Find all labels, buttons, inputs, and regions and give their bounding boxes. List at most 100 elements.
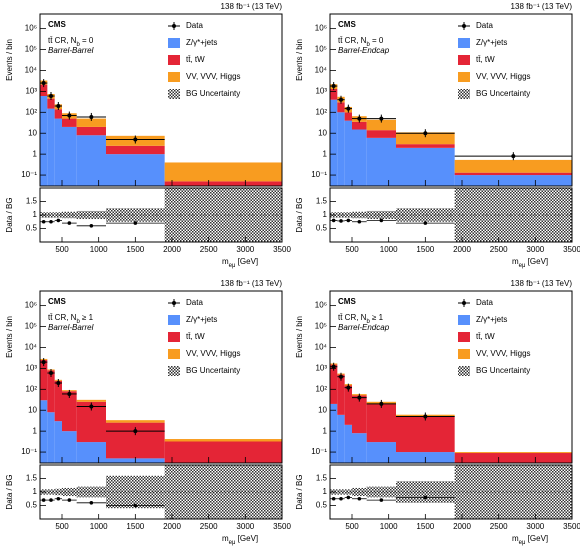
ratio-marker (379, 498, 384, 502)
legend-label: Data (476, 298, 493, 307)
ratio-y-tick-label: 0.5 (26, 501, 38, 510)
y-tick-label: 10³ (315, 86, 327, 95)
legend-label: VV, VVV, Higgs (186, 349, 241, 358)
data-point (40, 79, 48, 88)
ratio-marker (133, 221, 138, 225)
stack-segment (62, 118, 77, 127)
stack-segment (330, 364, 338, 404)
ratio-y-tick-label: 0.5 (316, 501, 328, 510)
ratio-marker (357, 219, 362, 224)
stack-segment (366, 137, 396, 186)
data-marker (331, 84, 336, 89)
x-label-rest: [GeV] (235, 534, 258, 543)
ratio-point (330, 496, 338, 501)
x-label: meμ [GeV] (512, 534, 548, 545)
y-tick-label: 10⁵ (25, 45, 37, 54)
main-plot (330, 82, 572, 186)
stack-segment (396, 416, 455, 453)
stack-segment (396, 132, 455, 145)
data-point (54, 379, 62, 388)
data-marker (379, 116, 384, 121)
ratio-marker (346, 218, 351, 223)
y-tick-label: 10² (315, 107, 327, 116)
lumi: 138 fb⁻¹ (13 TeV) (511, 2, 573, 11)
stack-segment (62, 126, 77, 186)
uncertainty-band (47, 212, 55, 218)
ratio-marker (49, 219, 53, 224)
y-tick-label: 10⁶ (25, 301, 37, 310)
data-point (344, 104, 352, 113)
ratio-y-tick-label: 1 (323, 210, 328, 219)
legend-label: Z/γ*+jets (186, 315, 217, 324)
ratio-label: Data / BG (5, 474, 14, 509)
x-tick-label: 2500 (200, 522, 218, 531)
ratio-marker (67, 221, 72, 225)
region-rest: = 0 (370, 36, 384, 45)
stack-segment (164, 181, 282, 186)
x-label: meμ [GeV] (222, 534, 258, 545)
x-tick-label: 3500 (273, 245, 291, 254)
data-point (54, 102, 62, 111)
legend-swatch (168, 315, 180, 325)
stack-segment (106, 420, 165, 423)
x-tick-label: 2000 (163, 522, 181, 531)
data-marker (49, 94, 53, 99)
stack-segment (47, 412, 55, 463)
y-tick-label: 10³ (25, 86, 37, 95)
stack-segment (366, 403, 396, 443)
x-label-main: m (222, 534, 229, 543)
subregion: Barrel-Endcap (338, 46, 390, 55)
stack-segment (40, 400, 48, 463)
stack-segment (62, 391, 77, 432)
data-point (352, 114, 367, 123)
legend-swatch (458, 315, 470, 325)
y-tick-label: 1 (323, 149, 328, 158)
x-tick-label: 3000 (526, 245, 544, 254)
uncertainty-band (47, 489, 55, 495)
legend-swatch (458, 366, 470, 376)
x-tick-label: 1000 (90, 522, 108, 531)
data-marker (379, 401, 384, 406)
y-tick-label: 10³ (315, 363, 327, 372)
data-marker (357, 395, 362, 400)
x-label: meμ [GeV] (512, 257, 548, 268)
stack-segment (344, 424, 352, 463)
x-tick-label: 1000 (380, 522, 398, 531)
uncertainty-band (54, 488, 62, 496)
region: tt̄ CR, Nb = 0 (48, 36, 94, 47)
legend-swatch (458, 332, 470, 342)
uncertainty-band (106, 208, 165, 222)
data-marker (511, 154, 516, 159)
data-marker (346, 385, 351, 390)
uncertainty-band (76, 486, 106, 498)
ratio-label: Data / BG (5, 197, 14, 232)
ratio-point (47, 219, 55, 224)
stack-segment (337, 112, 345, 186)
stack-segment (47, 370, 55, 413)
x-tick-label: 2500 (200, 245, 218, 254)
ratio-marker (346, 495, 351, 500)
data-marker (49, 371, 53, 376)
data-marker (331, 364, 336, 369)
region-rest: = 0 (80, 36, 94, 45)
legend-swatch (458, 72, 470, 82)
y-tick-label: 10² (25, 107, 37, 116)
region-main: tt̄ CR, N (338, 313, 367, 322)
stack-segment (352, 121, 367, 130)
stack-segment (54, 109, 62, 119)
stack-segment (76, 399, 106, 402)
data-marker (56, 381, 61, 386)
ratio-marker (49, 498, 53, 502)
y-tick-label: 10 (318, 128, 327, 137)
data-point (40, 358, 48, 367)
data-marker (423, 131, 428, 136)
data-point (396, 129, 455, 138)
ratio-point (76, 224, 106, 228)
data-point (106, 427, 165, 436)
data-marker (89, 114, 94, 119)
ratio-marker (89, 501, 94, 505)
y-tick-label: 1 (323, 426, 328, 435)
uncertainty-band (106, 475, 165, 509)
ratio-point (106, 503, 165, 508)
